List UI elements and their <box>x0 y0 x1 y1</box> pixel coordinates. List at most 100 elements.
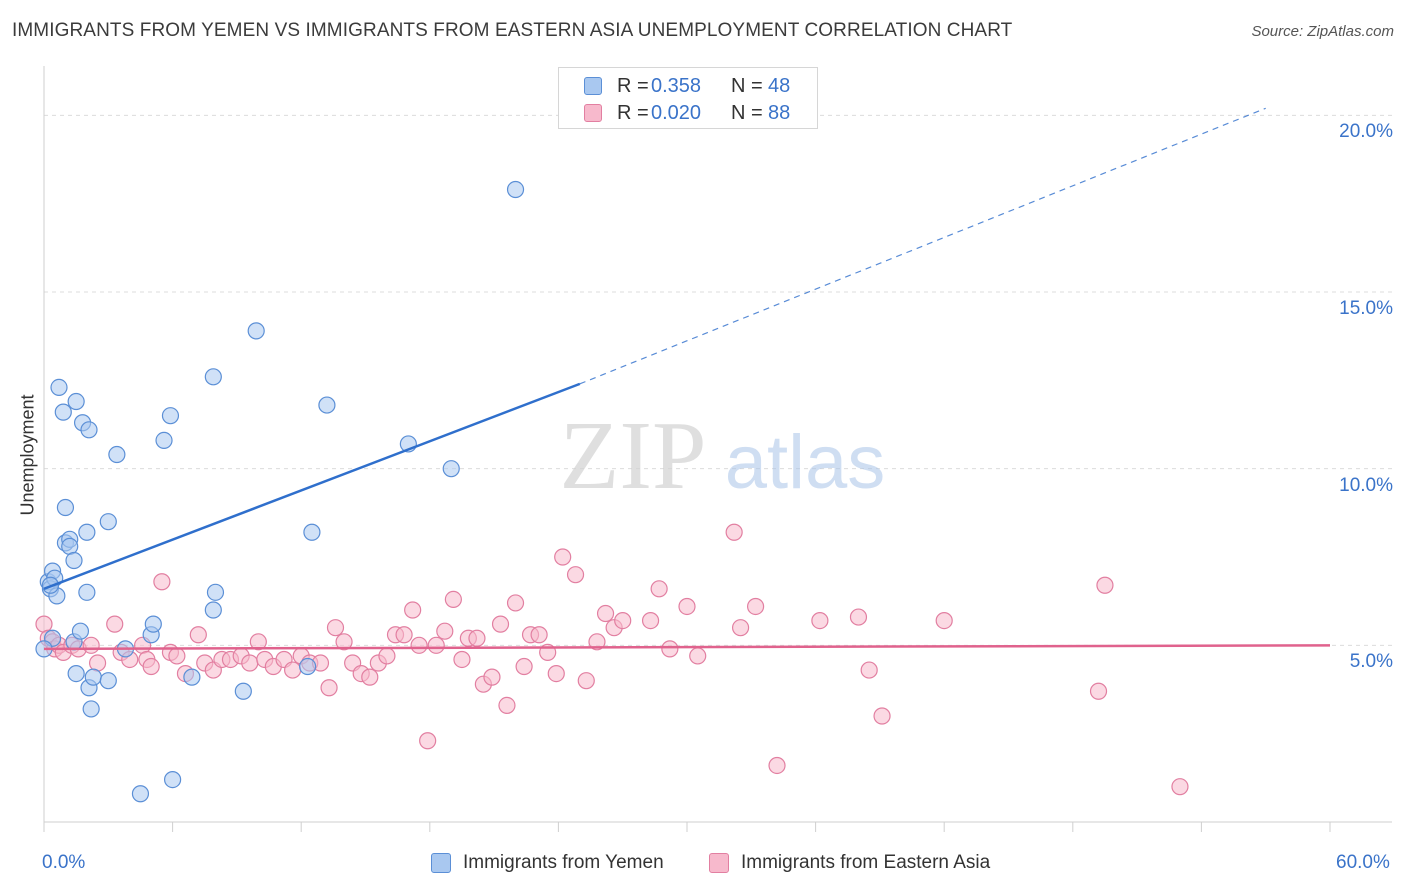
eastern-asia-point <box>554 548 572 566</box>
chart-title: IMMIGRANTS FROM YEMEN VS IMMIGRANTS FROM… <box>12 20 1013 41</box>
yemen-swatch <box>584 77 602 95</box>
r-value: 0.020 <box>651 102 702 124</box>
yemen-point <box>318 396 336 414</box>
eastern-asia-point <box>361 668 379 686</box>
yemen-point <box>84 668 102 686</box>
yemen-point <box>161 407 180 425</box>
r-label: R = <box>617 102 649 124</box>
eastern-asia-swatch <box>584 104 602 122</box>
eastern-asia-point <box>1171 778 1189 796</box>
n-label: N = <box>731 75 763 97</box>
yemen-point <box>442 460 460 478</box>
yemen-point <box>71 622 90 640</box>
eastern-asia-point <box>284 661 302 679</box>
eastern-asia-point <box>444 590 462 609</box>
yemen-point <box>78 583 96 601</box>
gridlines <box>44 114 1392 646</box>
eastern-asia-point <box>566 566 585 584</box>
eastern-asia-point <box>641 611 660 630</box>
eastern-asia-point <box>88 654 107 672</box>
eastern-asia-point <box>335 633 353 651</box>
n-value: 88 <box>768 102 791 124</box>
eastern-asia-point <box>498 696 516 715</box>
yemen-point <box>50 378 68 396</box>
eastern-asia-point <box>453 650 471 669</box>
y-tick-label: 10.0% <box>1339 474 1393 496</box>
eastern-asia-point <box>468 629 486 647</box>
yemen-points <box>35 180 525 803</box>
yemen-point <box>61 537 79 556</box>
eastern-asia-point <box>142 657 160 676</box>
eastern-asia-point <box>768 756 786 775</box>
eastern-asia-point <box>320 679 338 697</box>
eastern-asia-point <box>577 672 595 690</box>
yemen-point <box>131 785 150 803</box>
eastern-asia-trend-line <box>43 644 1331 651</box>
n-label: N = <box>731 102 763 124</box>
eastern-asia-point <box>860 661 878 679</box>
eastern-asia-point <box>614 611 632 630</box>
eastern-asia-point <box>1089 682 1108 700</box>
yemen-point <box>82 700 100 718</box>
eastern-asia-point <box>153 573 171 591</box>
yemen-point <box>234 682 252 700</box>
yemen-point <box>144 615 162 633</box>
watermark: ZIP atlas <box>560 402 886 510</box>
legend-label-eastern-asia: Immigrants from Eastern Asia <box>741 852 991 873</box>
eastern-asia-point <box>506 594 525 612</box>
trend-lines <box>43 107 1331 651</box>
yemen-point <box>78 523 96 541</box>
eastern-asia-point <box>661 640 679 658</box>
yemen-point <box>183 668 201 686</box>
eastern-asia-point <box>873 707 891 725</box>
yemen-point <box>506 180 525 199</box>
eastern-asia-point <box>596 604 615 623</box>
y-tick-label: 20.0% <box>1339 121 1393 143</box>
eastern-asia-point <box>689 647 707 665</box>
eastern-asia-point <box>1096 576 1114 594</box>
yemen-point <box>99 672 117 690</box>
eastern-asia-point <box>82 636 100 654</box>
yemen-point <box>54 403 72 421</box>
eastern-asia-point <box>249 633 267 651</box>
yemen-point <box>99 513 117 531</box>
eastern-asia-point <box>404 601 422 619</box>
eastern-asia-point <box>106 615 124 633</box>
stats-legend: R = 0.358 N = 48 R = 0.020 N = 88 <box>558 67 818 129</box>
eastern-asia-point <box>515 657 533 676</box>
source-label: Source: ZipAtlas.com <box>1251 23 1394 40</box>
eastern-asia-point <box>935 611 953 630</box>
eastern-asia-point <box>436 622 454 640</box>
eastern-asia-point <box>491 615 510 633</box>
r-value: 0.358 <box>651 75 702 97</box>
eastern-asia-point <box>378 647 396 665</box>
yemen-point <box>67 664 85 683</box>
eastern-asia-point <box>35 615 53 633</box>
n-value: 48 <box>768 75 791 97</box>
yemen-trend-line <box>43 382 581 590</box>
eastern-asia-point <box>483 668 501 686</box>
yemen-point <box>204 601 222 619</box>
eastern-asia-point <box>189 626 207 644</box>
eastern-asia-point <box>410 636 428 654</box>
eastern-asia-legend-swatch <box>709 853 729 873</box>
eastern-asia-point <box>168 647 186 665</box>
legend-label-yemen: Immigrants from Yemen <box>463 852 664 873</box>
y-tick-label: 5.0% <box>1349 651 1393 673</box>
series-legend: Immigrants from Yemen Immigrants from Ea… <box>0 851 1406 877</box>
eastern-asia-points <box>35 523 1189 796</box>
yemen-point <box>155 431 173 449</box>
yemen-point <box>206 583 225 601</box>
watermark-zip: ZIP <box>560 402 707 510</box>
yemen-point <box>299 657 317 676</box>
eastern-asia-point <box>811 611 829 630</box>
y-axis-title: Unemployment <box>17 394 38 516</box>
axes <box>43 66 1392 832</box>
eastern-asia-point <box>650 580 668 598</box>
eastern-asia-point <box>326 619 345 637</box>
eastern-asia-point <box>395 626 413 644</box>
x-tick-label-max: 60.0% <box>1336 852 1390 873</box>
eastern-asia-point <box>725 523 743 541</box>
eastern-asia-point <box>746 597 765 616</box>
